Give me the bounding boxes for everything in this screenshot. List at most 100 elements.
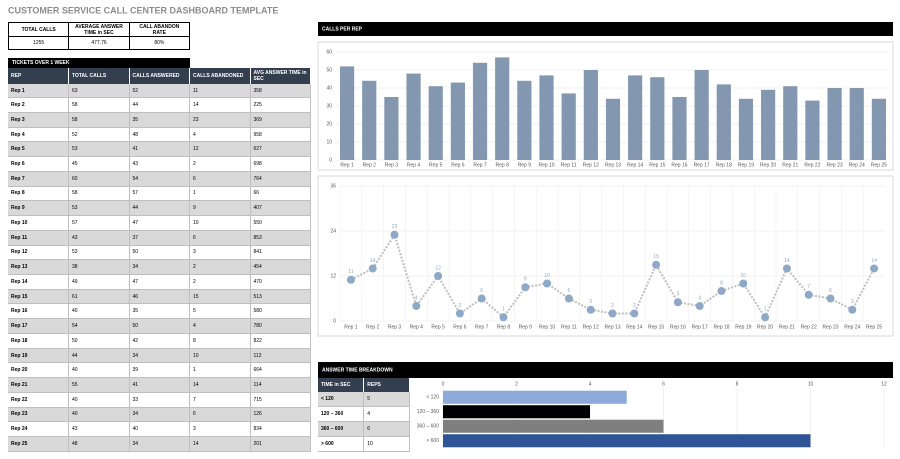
data-label: 10 xyxy=(741,273,747,279)
marker xyxy=(673,298,682,307)
cell: 60 xyxy=(68,171,130,187)
cell: 2 xyxy=(189,156,251,172)
x-tick-label: Rep 5 xyxy=(431,324,445,330)
data-label: 3 xyxy=(589,299,592,305)
cell: 114 xyxy=(250,377,311,393)
x-tick-label: Rep 18 xyxy=(716,162,732,168)
marker xyxy=(346,275,355,284)
bar xyxy=(384,97,399,160)
x-tick-label: Rep 22 xyxy=(801,324,817,330)
cell: 41 xyxy=(129,141,190,158)
row: Rep 19 44 34 10 112 xyxy=(8,348,311,364)
cell: 5 xyxy=(363,392,410,407)
y-tick-label: 60 xyxy=(326,49,332,55)
cell: 8 xyxy=(189,333,251,349)
cell: 853 xyxy=(250,230,311,246)
x-tick-label: Rep 23 xyxy=(827,162,843,168)
cell: 12 xyxy=(189,141,251,158)
cell: 44 xyxy=(129,200,190,217)
cell: 477.76 xyxy=(68,36,130,50)
row: Rep 23 40 34 6 126 xyxy=(8,407,311,423)
cell: Rep 14 xyxy=(8,274,69,290)
x-tick-label: Rep 20 xyxy=(757,324,773,330)
x-tick-label: Rep 21 xyxy=(782,162,798,168)
cell: 52 xyxy=(68,127,130,143)
marker xyxy=(477,294,486,303)
bar xyxy=(650,77,665,160)
bar xyxy=(450,82,465,160)
x-tick-label: Rep 19 xyxy=(738,162,754,168)
y-tick-label: < 120 xyxy=(426,395,439,401)
row: 1255 477.76 80% xyxy=(7,36,191,50)
row: Rep 25 48 34 14 201 xyxy=(8,436,311,452)
header-row: TOTAL CALLS AVERAGE ANSWER TIME in SEC CAL… xyxy=(7,22,191,37)
cell: 35 xyxy=(129,112,190,128)
x-tick-label: Rep 17 xyxy=(694,162,710,168)
row: 360 – 600 6 xyxy=(318,421,410,437)
x-tick-label: Rep 20 xyxy=(760,162,776,168)
cell: 40 xyxy=(68,392,130,408)
cell: Rep 10 xyxy=(8,215,69,231)
x-tick-label: Rep 1 xyxy=(344,324,358,330)
header-cell: TOTAL CALLS xyxy=(68,68,130,84)
x-tick-label: Rep 3 xyxy=(388,324,402,330)
tickets: REP TOTAL CALLS CALLS ANSWERED CALLS ABANDO… xyxy=(8,68,311,452)
x-tick-label: Rep 11 xyxy=(561,324,577,330)
cell: 841 xyxy=(250,245,311,261)
header-cell: CALL ABANDON RATE xyxy=(128,22,191,37)
data-label: 6 xyxy=(480,288,483,294)
x-tick-label: Rep 22 xyxy=(804,162,820,168)
cell: 40 xyxy=(68,362,130,379)
cell: 14 xyxy=(189,97,251,113)
bar xyxy=(827,88,842,160)
cell: Rep 2 xyxy=(8,97,69,113)
x-tick-label: 4 xyxy=(589,381,592,387)
bar xyxy=(443,390,627,404)
cell: 201 xyxy=(250,436,311,452)
cell: 43 xyxy=(129,156,190,172)
x-tick-label: Rep 15 xyxy=(648,324,664,330)
cell: 698 xyxy=(250,156,311,172)
cell: 35 xyxy=(129,303,190,320)
x-tick-label: Rep 2 xyxy=(366,324,380,330)
header-cell: CALLS ABANDONED xyxy=(189,68,251,84)
y-tick-label: 24 xyxy=(330,228,336,234)
row: Rep 6 45 43 2 698 xyxy=(8,156,311,172)
y-tick-label: 36 xyxy=(330,183,336,189)
data-label: 9 xyxy=(524,277,527,283)
cell: 4 xyxy=(189,318,251,334)
x-tick-label: Rep 24 xyxy=(844,324,860,330)
row: Rep 7 60 54 6 764 xyxy=(8,171,311,187)
barh-chart: 0 2 4 6 8 10 12 < 120 120 – 360 360 – 600 > 600 xyxy=(417,381,887,448)
marker xyxy=(543,279,552,288)
cell: 54 xyxy=(68,318,130,334)
cell: 627 xyxy=(250,141,311,158)
header-cell: AVERAGE ANSWER TIME in SEC xyxy=(68,22,130,37)
cell: 80% xyxy=(128,36,191,50)
cell: Rep 20 xyxy=(8,362,69,379)
data-label: 14 xyxy=(871,258,877,264)
cell: 11 xyxy=(189,84,251,99)
cell: 44 xyxy=(68,348,130,364)
header-row: REP TOTAL CALLS CALLS ANSWERED CALLS ABANDO… xyxy=(8,68,311,84)
cell: 358 xyxy=(250,84,311,99)
marker xyxy=(782,264,791,273)
row: Rep 9 53 44 9 407 xyxy=(8,200,311,217)
marker xyxy=(521,283,530,292)
y-tick-label: > 600 xyxy=(426,438,439,444)
cell: 14 xyxy=(189,436,251,452)
bar xyxy=(783,86,798,160)
x-tick-label: Rep 16 xyxy=(671,162,687,168)
cell: 40 xyxy=(129,421,190,438)
marker xyxy=(412,302,421,310)
marker xyxy=(739,279,748,288)
header-cell: TOTAL CALLS xyxy=(7,22,70,37)
cell: 38 xyxy=(68,259,130,275)
row: Rep 21 55 41 14 114 xyxy=(8,377,311,393)
x-tick-label: Rep 15 xyxy=(649,162,665,168)
chart-title: CALLS PER REP xyxy=(322,26,363,32)
header-cell: REP xyxy=(8,68,69,84)
bar xyxy=(583,70,598,160)
y-tick-label: 10 xyxy=(326,139,332,145)
